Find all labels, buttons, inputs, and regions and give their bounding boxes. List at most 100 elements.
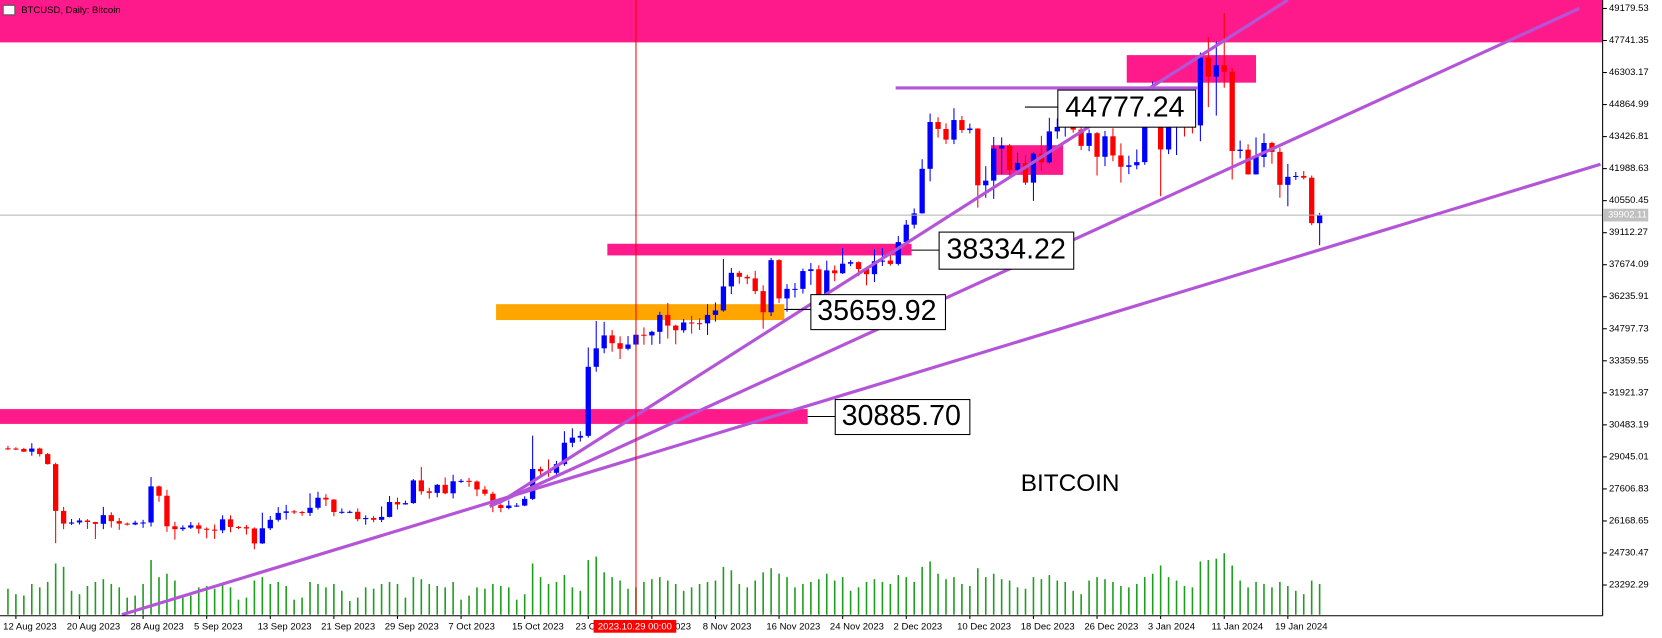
volume-bar — [388, 581, 391, 615]
candle-body — [355, 511, 361, 520]
volume-bar — [1151, 573, 1154, 615]
candle-body — [832, 270, 838, 274]
x-tick-label: 16 Nov 2023 — [766, 621, 820, 632]
volume-bar — [412, 577, 415, 615]
candle-body — [490, 493, 496, 506]
x-tick-label: 20 Aug 2023 — [67, 621, 120, 632]
volume-bar — [698, 583, 701, 615]
annotation-box — [810, 294, 947, 331]
volume-bar — [1310, 580, 1313, 615]
volume-bar — [969, 585, 971, 615]
candle-body — [887, 260, 894, 264]
volume-bar — [1080, 594, 1082, 615]
volume-bar — [15, 594, 17, 615]
candle-body — [1102, 136, 1108, 157]
candle-body — [673, 325, 679, 331]
last-price-label: 39902.11 — [1608, 210, 1647, 221]
zone — [607, 243, 912, 256]
candle-body — [712, 310, 719, 315]
volume-bar — [23, 595, 25, 615]
volume-bar — [1287, 585, 1289, 615]
zone — [0, 409, 808, 424]
y-tick-label: 30483.19 — [1609, 419, 1649, 430]
zone — [496, 304, 785, 321]
trendline — [497, 0, 1289, 505]
volume-bar — [929, 561, 931, 615]
candle-body — [45, 454, 51, 465]
volume-bar — [611, 577, 613, 615]
annotation: 44777.24 — [1065, 92, 1184, 124]
volume-bar — [555, 581, 558, 615]
volume-bar — [221, 583, 224, 615]
x-tick-label: 11 Jan 2024 — [1212, 621, 1264, 632]
y-tick-label: 33359.55 — [1609, 355, 1649, 366]
volume-bar — [1271, 587, 1273, 615]
candle-body — [363, 518, 369, 520]
y-tick-label: 24730.47 — [1609, 547, 1649, 558]
x-tick-label: 21 Sep 2023 — [321, 621, 375, 632]
volume-bar — [237, 599, 240, 615]
volume-bar — [619, 580, 621, 615]
trendline — [121, 162, 1601, 617]
candle-body — [840, 263, 846, 274]
candle-body — [5, 448, 11, 450]
volume-bar — [420, 579, 423, 615]
volume-bar — [229, 587, 232, 615]
candle-body — [1022, 163, 1029, 183]
y-tick-label: 41988.63 — [1609, 163, 1649, 174]
volume-bar — [1064, 581, 1067, 615]
volume-bar — [1008, 580, 1011, 615]
candle-body — [1086, 133, 1092, 146]
volume-bar — [1199, 561, 1202, 615]
candle-body — [275, 512, 281, 520]
candle-body — [824, 270, 830, 307]
volume-bar — [651, 579, 653, 615]
candle-body — [808, 269, 814, 272]
volume-bar — [444, 587, 446, 615]
volume-bar — [873, 579, 876, 615]
volume-bar — [1223, 553, 1226, 615]
volume-bar — [961, 583, 963, 615]
x-tick-label: 13 Sep 2023 — [258, 621, 312, 632]
volume-bar — [722, 566, 725, 615]
candle-body — [593, 348, 599, 367]
volume-bar — [356, 597, 359, 615]
candle-body — [84, 520, 91, 523]
x-tick-label: 19 Jan 2024 — [1275, 621, 1328, 632]
candle-body — [204, 528, 210, 530]
volume-bar — [881, 581, 884, 615]
volume-bar — [38, 587, 41, 615]
candle-body — [172, 526, 178, 530]
volume-bar — [706, 581, 709, 615]
candle-body — [1014, 163, 1021, 170]
x-tick-label: 28 Aug 2023 — [130, 621, 183, 632]
plot: 49179.53 47741.35 46303.17 44864.99 43426.81… — [0, 3, 1649, 632]
candle-body — [991, 148, 997, 181]
volume-bar — [977, 568, 979, 615]
candle-body — [847, 262, 854, 264]
annotation-box — [938, 231, 1075, 270]
candle-body — [585, 366, 591, 436]
x-tick-label: 26 Dec 2023 — [1084, 621, 1138, 632]
volume-bar — [285, 585, 287, 615]
volume-bar — [587, 560, 590, 615]
volume-bar — [78, 594, 81, 615]
candle-body — [1213, 65, 1219, 77]
candle-body — [943, 128, 949, 140]
candle-body — [895, 242, 901, 264]
volume-bar — [507, 587, 510, 615]
volume-bar — [1231, 565, 1233, 615]
volume-bar — [810, 581, 812, 615]
candle-body — [1253, 157, 1259, 175]
candle-body — [21, 448, 27, 452]
volume-bar — [1096, 577, 1098, 615]
volume-bar — [476, 587, 478, 615]
candle-body — [370, 518, 377, 520]
candle-body — [529, 469, 536, 499]
volume-bar — [94, 581, 97, 615]
volume-bar — [269, 583, 272, 615]
y-tick-label: 39112.27 — [1609, 227, 1648, 238]
candle-body — [442, 484, 448, 494]
candle-body — [164, 495, 170, 527]
